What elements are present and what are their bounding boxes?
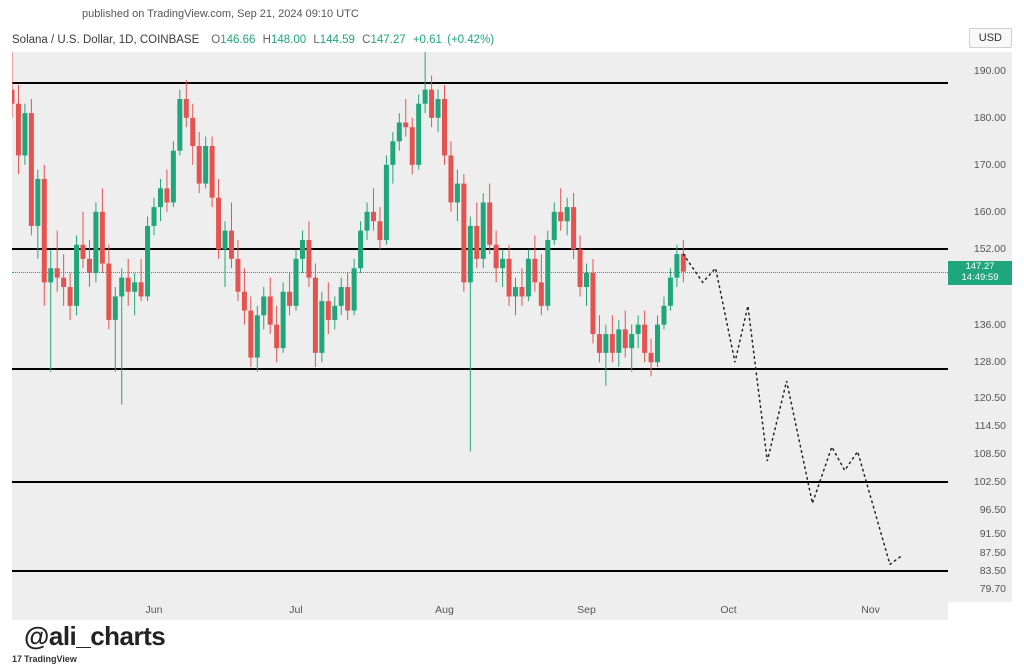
- ohlc-display: O146.66 H148.00 L144.59 C147.27 +0.61 (+…: [207, 34, 494, 46]
- price-axis[interactable]: 190.00 180.00 170.00 160.00 152.00 136.00 128.…: [948, 52, 1012, 602]
- time-tick-label: Jul: [289, 604, 302, 616]
- price-tick-label: 79.70: [980, 583, 1006, 595]
- time-tick-label: Jun: [146, 604, 163, 616]
- high-value: 148.00: [271, 34, 306, 46]
- price-tick-label: 190.00: [974, 65, 1006, 77]
- open-value: 146.66: [220, 34, 255, 46]
- price-tick-label: 96.50: [980, 504, 1006, 516]
- price-tick-label: 152.00: [974, 243, 1006, 255]
- time-axis[interactable]: Jun Jul Aug Sep Oct Nov: [12, 602, 948, 620]
- author-watermark: @ali_charts: [24, 621, 165, 652]
- price-tick-label: 87.50: [980, 547, 1006, 559]
- chart-plot-area[interactable]: [12, 52, 948, 602]
- current-price-tag[interactable]: 147.2714:49:59: [948, 261, 1012, 285]
- tv-text: TradingView: [24, 654, 77, 664]
- price-tick-label: 114.50: [975, 420, 1006, 432]
- change-pct: (+0.42%): [447, 34, 494, 46]
- currency-selector[interactable]: USD: [969, 28, 1012, 48]
- high-label: H: [263, 34, 271, 46]
- price-tick-label: 108.50: [974, 448, 1006, 460]
- time-tick-label: Sep: [577, 604, 596, 616]
- price-tick-label: 91.50: [980, 528, 1006, 540]
- time-tick-label: Nov: [861, 604, 880, 616]
- price-tick-label: 180.00: [974, 112, 1006, 124]
- price-tick-label: 160.00: [974, 206, 1006, 218]
- time-tick-label: Aug: [435, 604, 454, 616]
- published-timestamp: published on TradingView.com, Sep 21, 20…: [82, 8, 359, 20]
- low-value: 144.59: [320, 34, 355, 46]
- candlestick-series: [12, 52, 948, 602]
- close-value: 147.27: [370, 34, 405, 46]
- tv-icon: 17: [12, 654, 22, 664]
- tradingview-logo[interactable]: 17TradingView: [12, 654, 77, 664]
- chart-header: Solana / U.S. Dollar, 1D, COINBASE O146.…: [12, 30, 1012, 50]
- open-label: O: [211, 34, 220, 46]
- symbol-title[interactable]: Solana / U.S. Dollar, 1D, COINBASE: [12, 34, 199, 46]
- price-tick-label: 128.00: [974, 356, 1006, 368]
- price-projection-path[interactable]: [683, 254, 902, 564]
- time-tick-label: Oct: [720, 604, 736, 616]
- price-tick-label: 102.50: [974, 476, 1006, 488]
- price-tick-label: 83.50: [980, 565, 1006, 577]
- change-value: +0.61: [413, 34, 442, 46]
- price-tick-label: 170.00: [974, 159, 1006, 171]
- price-tick-label: 136.00: [974, 319, 1006, 331]
- price-tick-label: 120.50: [974, 392, 1006, 404]
